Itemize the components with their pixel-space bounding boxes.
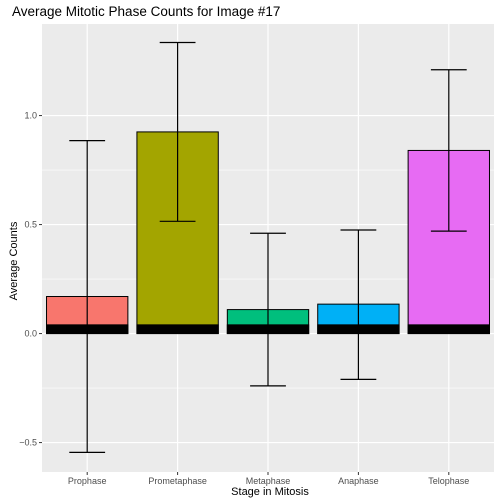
y-axis-title: Average Counts xyxy=(8,221,20,301)
bar-base-segment xyxy=(136,324,219,335)
y-tick-label: 0.5 xyxy=(24,220,37,230)
x-tick-label: Anaphase xyxy=(338,476,379,486)
x-tick-label: Metaphase xyxy=(246,476,291,486)
bar-base-segment xyxy=(407,324,490,335)
y-tick-label: 1.0 xyxy=(24,111,37,121)
y-tick-label: −0.5 xyxy=(19,438,37,448)
x-tick-label: Telophase xyxy=(428,476,469,486)
x-tick-label: Prophase xyxy=(68,476,107,486)
y-tick-label: 0.0 xyxy=(24,329,37,339)
chart-title: Average Mitotic Phase Counts for Image #… xyxy=(12,4,281,19)
x-tick-label: Prometaphase xyxy=(148,476,207,486)
x-axis-title: Stage in Mitosis xyxy=(231,486,309,498)
